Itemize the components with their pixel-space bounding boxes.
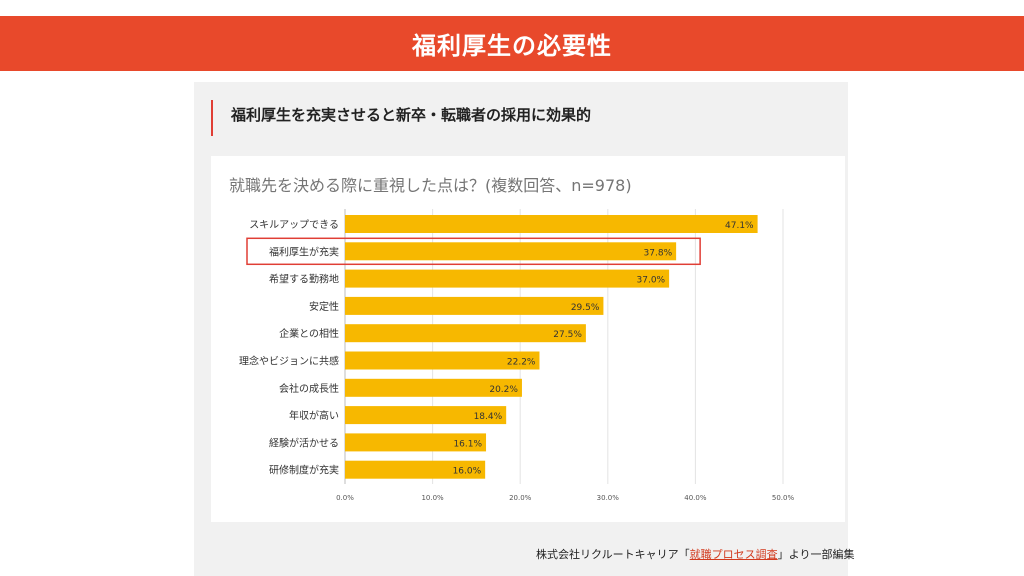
page-title: 福利厚生の必要性: [412, 32, 612, 60]
x-tick-label: 50.0%: [772, 494, 795, 502]
category-label: 希望する勤務地: [269, 273, 339, 286]
category-label: 会社の成長性: [279, 382, 339, 395]
bar: [345, 406, 507, 425]
subtitle-accent-bar: [211, 100, 213, 136]
chart-card: 就職先を決める際に重視した点は？(複数回答、n=978) 0.0% 10.0% 20…: [211, 156, 845, 522]
bar: [345, 324, 586, 343]
bar-chart: 就職先を決める際に重視した点は？(複数回答、n=978) 0.0% 10.0% 20…: [229, 176, 795, 502]
data-label: 27.5%: [553, 330, 582, 340]
source-link[interactable]: 就職プロセス調査: [689, 548, 778, 561]
bar: [345, 242, 677, 261]
category-label: 年収が高い: [289, 409, 339, 422]
category-label: 企業との相性: [279, 327, 339, 340]
x-tick-label: 20.0%: [509, 494, 532, 502]
data-label: 37.0%: [637, 276, 666, 286]
x-tick-label: 40.0%: [684, 494, 707, 502]
bar: [345, 378, 522, 397]
category-label: スキルアップできる: [249, 219, 339, 231]
data-label: 18.4%: [474, 412, 503, 422]
footnote-prefix: 株式会社リクルートキャリア「: [536, 548, 690, 561]
category-label: 経験が活かせる: [269, 436, 339, 449]
highlight-box: [246, 237, 701, 266]
category-label: 安定性: [309, 300, 339, 313]
category-label: 福利厚生が充実: [269, 245, 339, 258]
data-label: 20.2%: [489, 385, 518, 395]
x-tick-label: 0.0%: [336, 494, 354, 502]
bar: [345, 215, 758, 233]
x-tick-label: 30.0%: [597, 494, 620, 502]
footnote-suffix: 」より一部編集: [777, 548, 855, 561]
category-label: 研修制度が充実: [269, 464, 339, 477]
bar: [345, 460, 486, 479]
data-label: 16.0%: [453, 467, 482, 477]
category-label: 理念やビジョンに共感: [239, 355, 339, 368]
bar: [345, 351, 540, 370]
chart-title: 就職先を決める際に重視した点は？(複数回答、n=978): [229, 176, 632, 195]
data-label: 47.1%: [725, 221, 754, 231]
data-label: 37.8%: [644, 248, 673, 258]
source-footnote: 株式会社リクルートキャリア「就職プロセス調査」より一部編集: [536, 546, 854, 562]
bar: [345, 269, 670, 288]
data-label: 22.2%: [507, 358, 536, 368]
bar: [345, 296, 604, 315]
section-subtitle: 福利厚生を充実させると新卒・転職者の採用に効果的: [231, 106, 592, 124]
data-label: 29.5%: [571, 303, 600, 313]
header-banner: 福利厚生の必要性: [0, 16, 1024, 71]
bar: [345, 433, 487, 452]
data-label: 16.1%: [453, 439, 482, 449]
x-tick-label: 10.0%: [421, 494, 444, 502]
